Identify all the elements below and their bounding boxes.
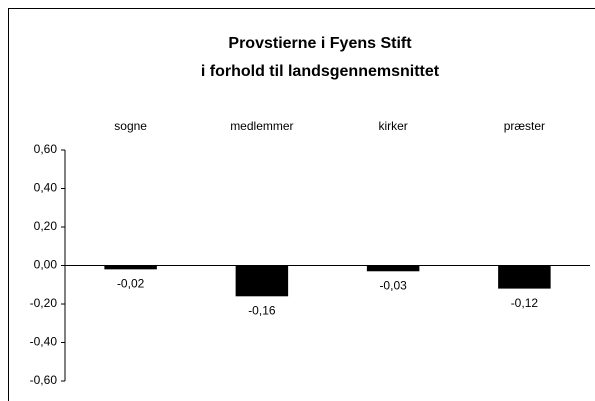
data-label: -0,02 <box>117 277 145 291</box>
bar <box>366 265 420 272</box>
y-tick-label: 0,00 <box>34 258 58 272</box>
data-label: -0,16 <box>248 303 276 317</box>
data-label: -0,12 <box>511 296 539 310</box>
x-tick-label: sogne <box>114 119 147 133</box>
chart-title: i forhold til landsgennemsnittet <box>201 63 440 80</box>
x-tick-label: præster <box>504 119 545 133</box>
bar <box>104 265 157 270</box>
y-tick-label: 0,60 <box>34 142 58 156</box>
data-label: -0,03 <box>379 278 407 292</box>
chart-title: Provstierne i Fyens Stift <box>228 35 412 52</box>
y-tick-label: -0,40 <box>30 335 58 349</box>
bar <box>235 265 289 297</box>
y-tick-label: -0,20 <box>30 296 58 310</box>
chart-frame <box>8 8 595 401</box>
x-tick-label: kirker <box>378 119 407 133</box>
bar <box>498 265 551 289</box>
y-tick-label: 0,40 <box>34 181 58 195</box>
y-tick-label: 0,20 <box>34 219 58 233</box>
y-tick-label: -0,60 <box>30 373 58 387</box>
x-tick-label: medlemmer <box>230 119 293 133</box>
